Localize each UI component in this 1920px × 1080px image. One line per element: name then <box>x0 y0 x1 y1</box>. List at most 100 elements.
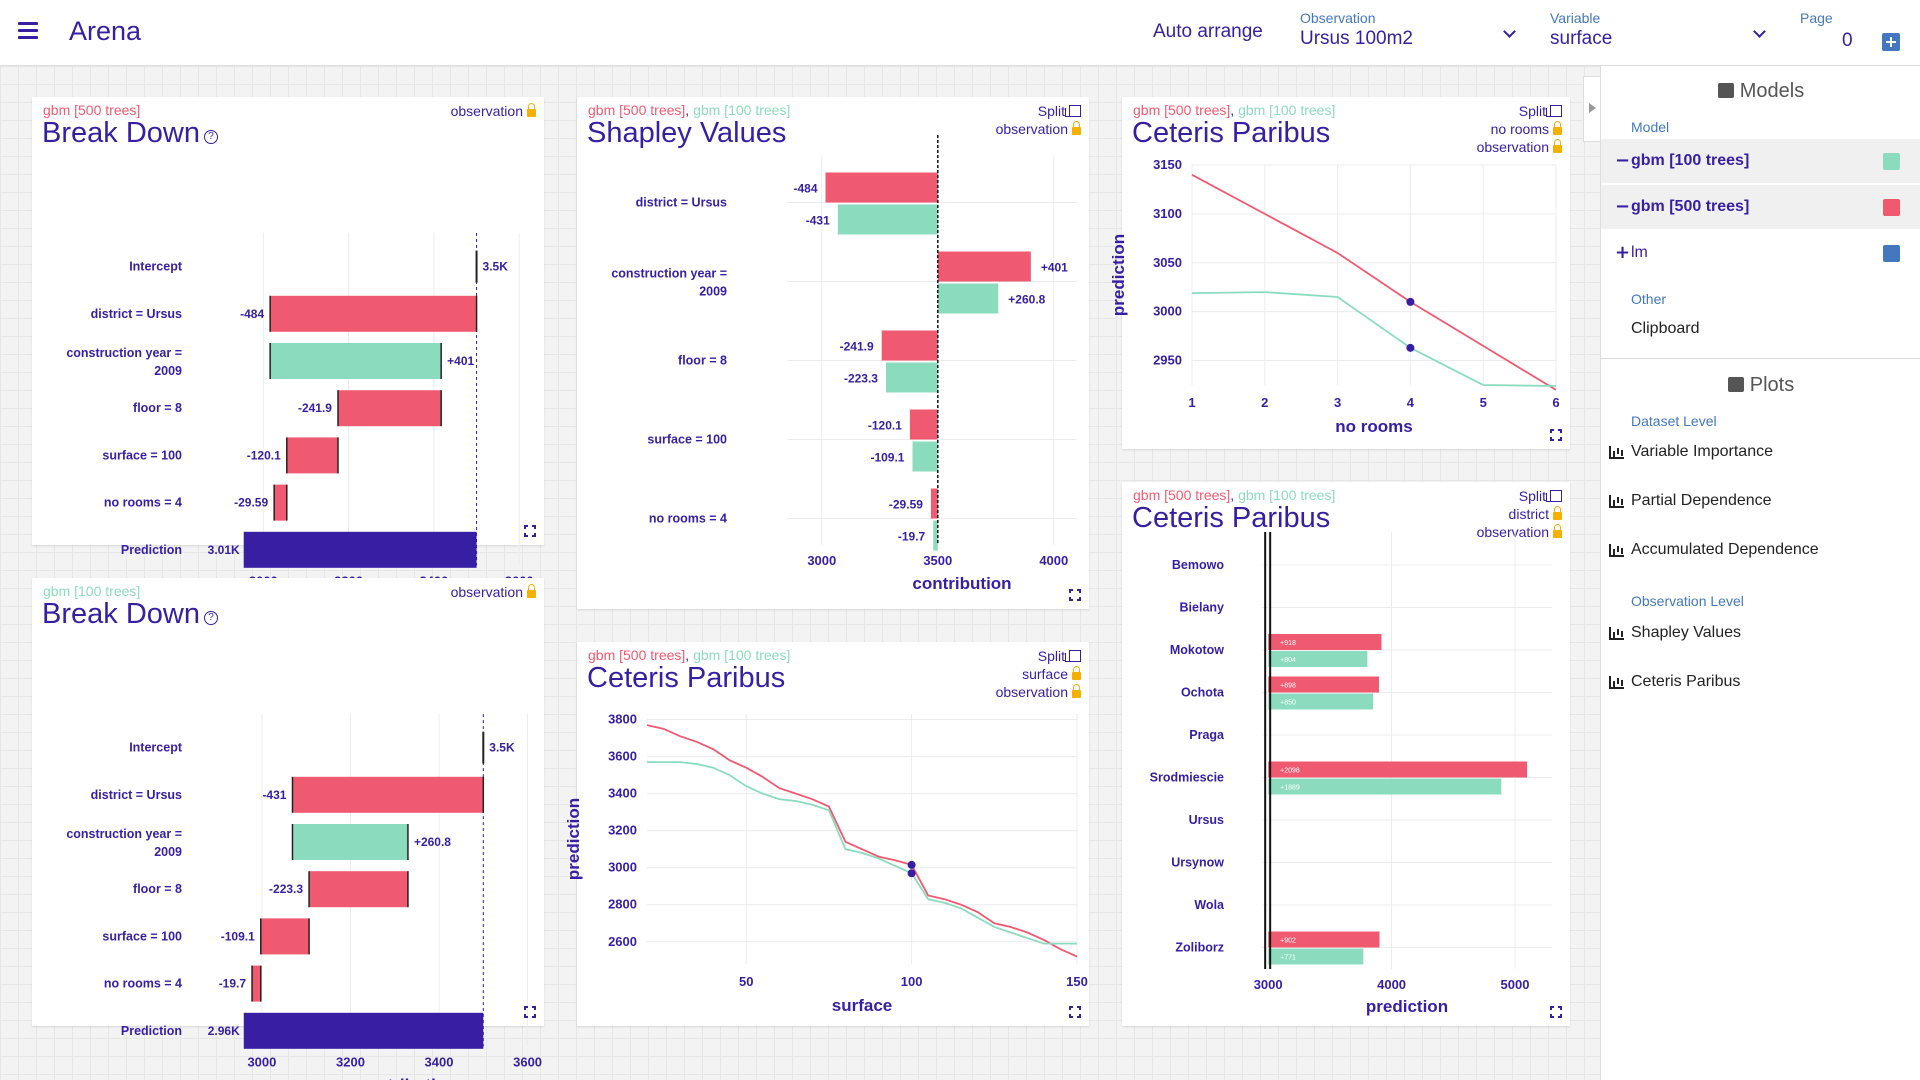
option-no-rooms[interactable]: no rooms <box>1477 120 1562 138</box>
panel-models: gbm [500 trees] <box>43 102 140 118</box>
variable-label: Variable <box>1550 10 1601 26</box>
lock-icon <box>527 584 536 598</box>
model-name: gbm [500 trees] <box>1133 487 1231 503</box>
category-label: floor = 8 <box>133 882 182 896</box>
menu-icon[interactable] <box>18 22 38 40</box>
expand-icon[interactable] <box>1069 589 1081 601</box>
expand-icon[interactable] <box>524 1006 536 1018</box>
bar <box>1268 651 1368 667</box>
model-section-label: Model <box>1631 119 1670 135</box>
category-label: Bemowo <box>1172 558 1224 572</box>
panel-ceteris-paribus-district[interactable]: gbm [500 trees], gbm [100 trees] Ceteris… <box>1122 482 1570 1026</box>
ceteris-paribus-surface-chart: 50 100 150 2600 2800 3000 3200 3400 3600 3800 surf… <box>564 712 1088 1015</box>
option-observation[interactable]: observation <box>1477 523 1562 541</box>
bar-chart-icon <box>1609 544 1624 557</box>
split-button[interactable]: Split <box>996 102 1081 120</box>
option-observation[interactable]: observation <box>1477 138 1562 156</box>
lock-icon <box>1553 121 1562 135</box>
help-icon[interactable]: ? <box>203 130 218 144</box>
sidebar: Models Model − gbm [100 trees] − gbm [50… <box>1600 66 1920 1080</box>
add-page-button[interactable] <box>1882 33 1900 51</box>
color-swatch <box>1883 153 1900 170</box>
expand-icon[interactable] <box>1069 1006 1081 1018</box>
category-label: surface = 100 <box>102 448 182 462</box>
panel-break-down-gbm-100[interactable]: gbm [100 trees] Break Down? observation … <box>32 578 544 1080</box>
data-label: -120.1 <box>247 448 281 462</box>
page-label: Page <box>1800 10 1833 26</box>
data-label: +1889 <box>1280 785 1300 792</box>
model-label: gbm [100 trees] <box>1631 152 1750 169</box>
data-label: +902 <box>1280 938 1296 945</box>
data-label: 3.5K <box>489 741 515 755</box>
panel-ceteris-paribus-rooms[interactable]: gbm [500 trees], gbm [100 trees] Ceteris… <box>1109 97 1570 449</box>
tick-label: 3800 <box>608 712 637 727</box>
option-observation[interactable]: observation <box>996 120 1081 138</box>
split-button[interactable]: Split <box>1477 102 1562 120</box>
bar-prediction <box>243 1012 484 1049</box>
chevron-down-icon <box>1753 25 1766 38</box>
model-label: gbm [500 trees] <box>1631 198 1750 215</box>
sidebar-plot-accumulated-dependence[interactable]: Accumulated Dependence <box>1601 534 1920 568</box>
tick-label: 3000 <box>608 860 637 875</box>
series-line <box>1191 173 1557 391</box>
data-label: +850 <box>1280 700 1296 707</box>
category-label: floor = 8 <box>133 401 182 415</box>
model-name: gbm [500 trees] <box>588 102 686 118</box>
help-icon[interactable]: ? <box>203 611 218 625</box>
sidebar-plot-ceteris-paribus[interactable]: Ceteris Paribus <box>1601 666 1920 700</box>
model-name: gbm [500 trees] <box>43 102 141 118</box>
data-label: +401 <box>447 354 474 368</box>
observation-point <box>1406 343 1415 352</box>
expand-icon[interactable] <box>1550 429 1562 441</box>
category-label: Zoliborz <box>1175 941 1224 955</box>
sidebar-plot-shapley-values[interactable]: Shapley Values <box>1601 617 1920 651</box>
copy-icon <box>1065 650 1081 662</box>
bar <box>309 871 408 908</box>
sidebar-plot-partial-dependence[interactable]: Partial Dependence <box>1601 485 1920 519</box>
panel-models: gbm [100 trees] <box>43 583 140 599</box>
model-label: lm <box>1631 244 1648 261</box>
tick-label: 3400 <box>608 786 637 801</box>
auto-arrange-button[interactable]: Auto arrange <box>1153 21 1263 42</box>
series-line <box>646 724 1078 958</box>
lock-icon <box>1072 121 1081 135</box>
expand-icon[interactable] <box>1550 1006 1562 1018</box>
bar <box>1268 778 1502 795</box>
option-district[interactable]: district <box>1477 505 1562 523</box>
data-label: -431 <box>806 214 830 228</box>
category-label: Prediction <box>121 1024 182 1038</box>
panel-ceteris-paribus-surface[interactable]: gbm [500 trees], gbm [100 trees] Ceteris… <box>564 642 1089 1026</box>
option-surface[interactable]: surface <box>996 665 1081 683</box>
panel-break-down-gbm-500[interactable]: gbm [500 trees] Break Down? observation … <box>32 97 544 613</box>
observation-select[interactable]: Observation Ursus 100m2 <box>1300 0 1520 60</box>
category-label: Intercept <box>129 260 183 274</box>
expand-icon[interactable] <box>524 525 536 537</box>
panel-shapley-values[interactable]: gbm [500 trees], gbm [100 trees] Shapley… <box>577 97 1089 609</box>
bar <box>1268 676 1379 693</box>
split-button[interactable]: Split <box>996 647 1081 665</box>
panel-title: Ceteris Paribus <box>1132 117 1331 149</box>
top-bar: Arena Auto arrange Observation Ursus 100… <box>0 0 1920 66</box>
page-number[interactable]: 0 <box>1842 30 1853 51</box>
data-label: 3.01K <box>208 543 240 557</box>
split-button[interactable]: Split <box>1477 487 1562 505</box>
data-label: -431 <box>262 788 286 802</box>
observation-label: Observation <box>1300 10 1376 26</box>
variable-select[interactable]: Variable surface <box>1550 0 1770 60</box>
category-label: district = Ursus <box>91 788 182 802</box>
sidebar-item-clipboard[interactable]: Clipboard <box>1601 313 1920 347</box>
sidebar-model-gbm-500[interactable]: − gbm [500 trees] <box>1601 185 1920 229</box>
tick-label: 3100 <box>1153 206 1182 221</box>
data-label: 3.5K <box>483 260 509 274</box>
sidebar-model-lm[interactable]: + lm <box>1601 231 1920 275</box>
sidebar-model-gbm-100[interactable]: − gbm [100 trees] <box>1601 139 1920 183</box>
app-title: Arena <box>69 16 142 46</box>
sidebar-plot-variable-importance[interactable]: Variable Importance <box>1601 436 1920 470</box>
option-observation[interactable]: observation <box>451 102 536 120</box>
bar <box>837 204 938 235</box>
sidebar-collapse-toggle[interactable] <box>1583 76 1601 142</box>
bar <box>292 776 484 813</box>
observation-level-label: Observation Level <box>1631 593 1744 609</box>
option-observation[interactable]: observation <box>451 583 536 601</box>
option-observation[interactable]: observation <box>996 683 1081 701</box>
